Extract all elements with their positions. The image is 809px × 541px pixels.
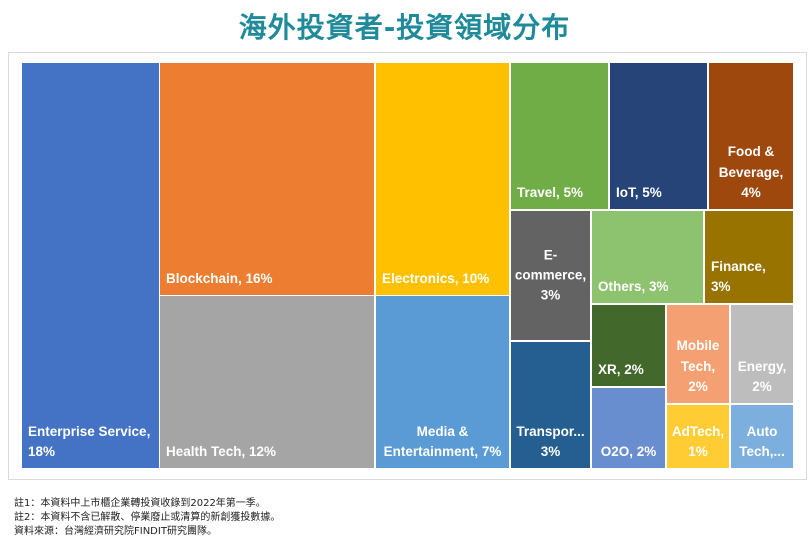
tile-label-health-tech: Health Tech, 12% [166, 443, 277, 459]
tile-transportation: Transpor... 3% [511, 342, 590, 468]
source-note: 資料來源：台灣經濟研究院FINDIT研究團隊。 [14, 526, 217, 537]
tile-enterprise-service: Enterprise Service, 18% [22, 63, 159, 468]
tile-others: Others, 3% [592, 211, 703, 303]
tile-travel: Travel, 5% [511, 63, 608, 209]
tile-label-energy: Energy, 2% [737, 358, 787, 394]
tile-electronics: Electronics, 10% [376, 63, 509, 295]
tile-adtech: AdTech, 1% [667, 405, 729, 468]
tile-label-e-commerce: E- commerce, 3% [514, 247, 587, 303]
tile-label-auto-tech: Auto Tech,... [739, 423, 785, 459]
tile-mobile-tech: Mobile Tech, 2% [667, 305, 729, 403]
tile-label-electronics: Electronics, 10% [382, 270, 490, 286]
tile-label-blockchain: Blockchain, 16% [166, 270, 273, 286]
tile-label-xr: XR, 2% [598, 361, 644, 377]
tile-o2o: O2O, 2% [592, 388, 665, 468]
tile-auto-tech: Auto Tech,... [731, 405, 793, 468]
tile-health-tech: Health Tech, 12% [160, 296, 374, 468]
tile-food-beverage: Food & Beverage, 4% [709, 63, 793, 209]
tile-label-transportation: Transpor... 3% [516, 423, 585, 459]
footnotes: 註1：本資料中上市櫃企業轉投資收錄到2022年第一季。 註2：本資料不含已解散、… [14, 497, 280, 539]
chart-title: 海外投資者-投資領域分布 [238, 11, 571, 44]
tile-label-food-beverage: Food & Beverage, 4% [718, 144, 784, 200]
tile-iot: IoT, 5% [610, 63, 707, 209]
footnote-2: 註2：本資料不含已解散、停業廢止或清算的新創獲投數據。 [14, 512, 281, 523]
tile-finance: Finance, 3% [705, 211, 793, 303]
tile-label-enterprise-service: Enterprise Service, 18% [28, 423, 151, 459]
tile-energy: Energy, 2% [731, 305, 793, 403]
tile-xr: XR, 2% [592, 305, 665, 386]
tile-label-o2o: O2O, 2% [600, 443, 657, 459]
tile-e-commerce: E- commerce, 3% [511, 211, 590, 340]
tile-label-media-entertainment: Media & Entertainment, 7% [383, 423, 502, 459]
tile-label-finance: Finance, 3% [711, 258, 766, 294]
tile-label-mobile-tech: Mobile Tech, 2% [676, 338, 720, 394]
tile-label-travel: Travel, 5% [517, 184, 584, 200]
tile-label-others: Others, 3% [598, 278, 669, 294]
tile-blockchain: Blockchain, 16% [160, 63, 374, 295]
tile-label-adtech: AdTech, 1% [671, 423, 725, 459]
tile-media-entertainment: Media & Entertainment, 7% [376, 296, 509, 468]
footnote-1: 註1：本資料中上市櫃企業轉投資收錄到2022年第一季。 [14, 498, 266, 509]
tile-label-iot: IoT, 5% [616, 184, 662, 200]
